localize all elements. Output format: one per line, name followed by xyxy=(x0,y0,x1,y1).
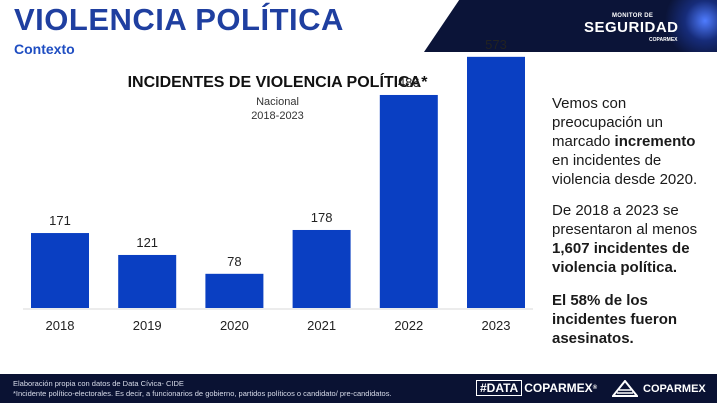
page-title: VIOLENCIA POLÍTICA xyxy=(14,2,344,37)
bar-group: 171 2018 121 2019 78 2020 178 2021 486 2022 573 202… xyxy=(31,37,525,333)
logo-line-tiny: COPARMEX xyxy=(649,37,678,43)
data-label-2023: 573 xyxy=(485,37,507,52)
side-paragraph-assassinations: El 58% de los incidentes fueron asesinat… xyxy=(552,292,678,347)
x-tick-label-2018: 2018 xyxy=(46,318,75,333)
coparmex-logo-icon xyxy=(612,380,638,397)
bar-2019 xyxy=(118,254,177,308)
side-paragraph-increase: Vemos con preocupación un marcado increm… xyxy=(552,94,712,189)
p2-text-a: De 2018 a 2023 se presentaron al menos xyxy=(552,202,698,238)
brand-hash: #DATA xyxy=(476,380,523,396)
bar-2021 xyxy=(292,229,351,308)
x-tick-label-2019: 2019 xyxy=(133,318,162,333)
p1-highlight: incremento xyxy=(614,133,696,150)
chart-subtitle-period: 2018-2023 xyxy=(251,110,304,122)
data-label-2021: 178 xyxy=(311,210,333,225)
p1-text-a: Vemos con preocupación un marcado xyxy=(552,95,663,150)
brand-registered: ® xyxy=(592,385,598,391)
bar-chart: 171 2018 121 2019 78 2020 178 2021 486 2022 573 202… xyxy=(23,37,533,333)
data-label-2019: 121 xyxy=(136,235,158,250)
chart-subtitle-scope: Nacional xyxy=(256,96,299,108)
monitor-seguridad-logo: MONITOR DE SEGURIDAD COPARMEX xyxy=(424,0,717,52)
logo-line-main: SEGURIDAD xyxy=(584,19,679,36)
footer-note: *Incidente político-electorales. Es deci… xyxy=(13,389,392,398)
x-tick-label-2020: 2020 xyxy=(220,318,249,333)
bar-2022 xyxy=(379,94,438,308)
x-tick-label-2022: 2022 xyxy=(394,318,423,333)
x-tick-label-2021: 2021 xyxy=(307,318,336,333)
coparmex-logo-text: COPARMEX xyxy=(643,383,706,395)
data-label-2018: 171 xyxy=(49,213,71,228)
x-tick-label-2023: 2023 xyxy=(482,318,511,333)
logo-glow xyxy=(657,0,717,52)
p1-text-c: en incidentes de violencia desde 2020. xyxy=(552,152,698,188)
bar-2018 xyxy=(31,233,89,308)
footer-bar: Elaboración propia con datos de Data Cív… xyxy=(0,374,717,403)
chart-title: INCIDENTES DE VIOLENCIA POLÍTICA* xyxy=(127,74,428,91)
footer-source: Elaboración propia con datos de Data Cív… xyxy=(13,379,184,388)
data-label-2020: 78 xyxy=(227,254,241,269)
data-coparmex-brand: #DATA COPARMEX ® xyxy=(476,380,597,396)
page-subtitle: Contexto xyxy=(14,41,75,57)
p2-highlight: 1,607 incidentes de violencia política. xyxy=(552,240,690,276)
side-paragraph-total: De 2018 a 2023 se presentaron al menos 1… xyxy=(552,201,712,277)
bar-2023 xyxy=(467,56,525,309)
data-label-2022: 486 xyxy=(398,75,420,90)
logo-line-small: MONITOR DE xyxy=(612,13,654,19)
bar-2020 xyxy=(205,273,264,308)
brand-name: COPARMEX xyxy=(524,381,593,395)
